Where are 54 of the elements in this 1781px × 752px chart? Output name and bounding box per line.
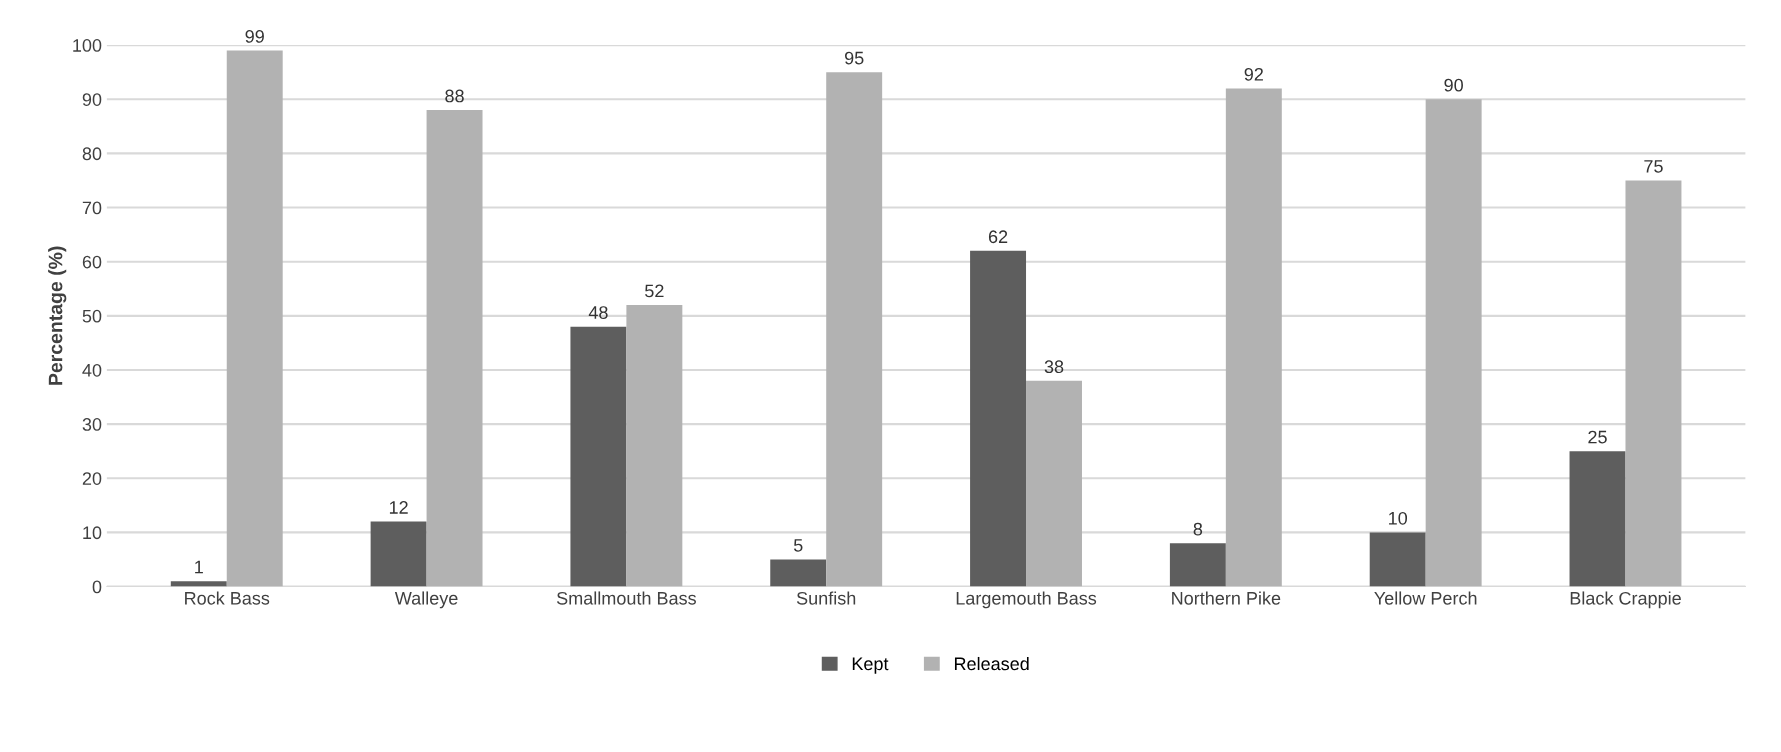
data-label: 99: [245, 30, 264, 43]
x-tick-label: Rock Bass: [185, 591, 270, 605]
bar: [1026, 380, 1082, 587]
data-label: 62: [988, 230, 1008, 244]
y-tick-label: 10: [83, 526, 102, 540]
bar: [1169, 543, 1226, 587]
x-tick-label: Sunfish: [796, 591, 856, 605]
data-label: 25: [1588, 430, 1607, 444]
y-tick-label: 70: [82, 201, 102, 215]
data-label: 10: [1389, 511, 1408, 525]
data-label: 38: [1044, 360, 1064, 374]
bar: [1225, 88, 1282, 587]
y-tick-label: 50: [82, 309, 102, 323]
bar: [1425, 99, 1482, 587]
y-tick-label: 60: [82, 255, 102, 269]
bar: [370, 521, 427, 587]
x-tick-label: Black Crappie: [1570, 591, 1681, 609]
y-tick-label: 30: [82, 418, 102, 431]
x-tick-label: Smallmouth Bass: [556, 591, 696, 605]
data-label: 48: [588, 306, 608, 319]
bar: [1369, 532, 1426, 587]
bar: [426, 110, 483, 587]
data-label: 88: [445, 89, 464, 103]
data-label: 90: [1444, 78, 1463, 92]
bar: [626, 305, 683, 587]
data-label: 5: [793, 539, 803, 552]
bar: [1569, 451, 1626, 587]
y-tick-label: 80: [82, 147, 102, 161]
x-tick-label: Walleye: [394, 591, 458, 609]
y-axis-title: Percentage (%): [48, 246, 67, 385]
y-tick-label: 0: [92, 580, 102, 594]
bar: [970, 250, 1027, 587]
x-tick-label: Largemouth Bass: [956, 591, 1097, 609]
data-label: 92: [1244, 67, 1263, 81]
y-tick-label: 40: [82, 363, 102, 377]
legend-label: Released: [954, 656, 1029, 671]
y-tick-label: 20: [82, 472, 102, 485]
bar: [1625, 180, 1682, 587]
data-label: 75: [1644, 160, 1663, 173]
bar: [226, 50, 283, 587]
x-tick-label: Yellow Perch: [1374, 591, 1477, 605]
bar: [770, 559, 827, 587]
y-tick-label: 100: [73, 39, 102, 52]
data-label: 1: [195, 560, 203, 574]
y-tick-label: 90: [82, 93, 102, 106]
x-tick-label: Northern Pike: [1172, 591, 1281, 605]
data-label: 52: [645, 284, 664, 298]
data-label: 8: [1193, 522, 1203, 536]
legend-label: Kept: [852, 657, 889, 674]
bar: [170, 581, 227, 587]
bar: [826, 72, 883, 587]
data-label: 95: [844, 51, 864, 65]
data-label: 12: [389, 501, 408, 514]
bar: [570, 326, 627, 587]
